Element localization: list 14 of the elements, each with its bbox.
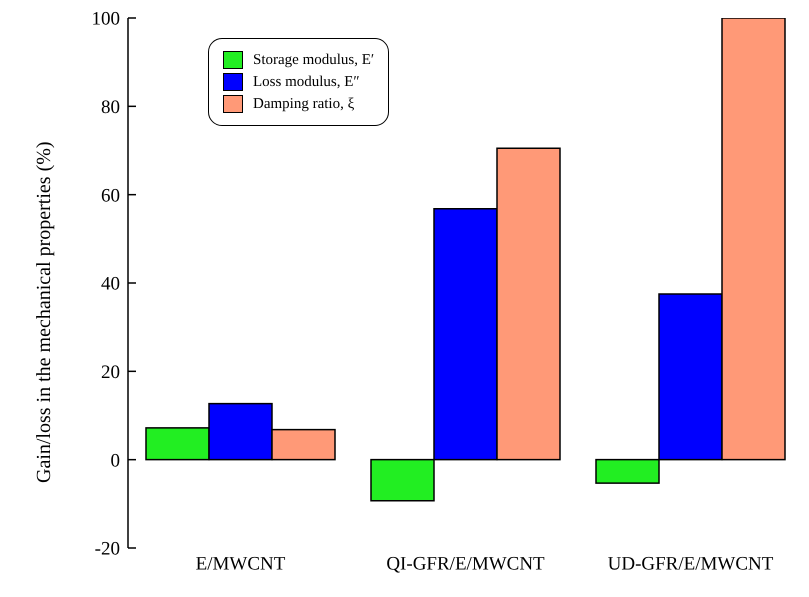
y-tick-label: -20 (94, 538, 120, 560)
y-tick-label: 0 (110, 450, 120, 472)
legend-label: Storage modulus, E′ (253, 52, 374, 68)
y-tick-label: 80 (101, 97, 120, 118)
y-axis-title: Gain/loss in the mechanical properties (%) (33, 141, 56, 483)
x-tick-label: E/MWCNT (196, 553, 286, 574)
legend-label: Damping ratio, ξ (253, 96, 354, 112)
y-tick-label: 20 (101, 362, 120, 384)
y-tick-label: 100 (92, 8, 120, 30)
y-tick-label: 60 (101, 185, 120, 206)
legend-label: Loss modulus, E″ (253, 74, 360, 90)
x-tick-label: QI-GFR/E/MWCNT (386, 553, 546, 574)
y-tick-label: 40 (101, 274, 120, 295)
x-tick-label: UD-GFR/E/MWCNT (608, 553, 774, 574)
